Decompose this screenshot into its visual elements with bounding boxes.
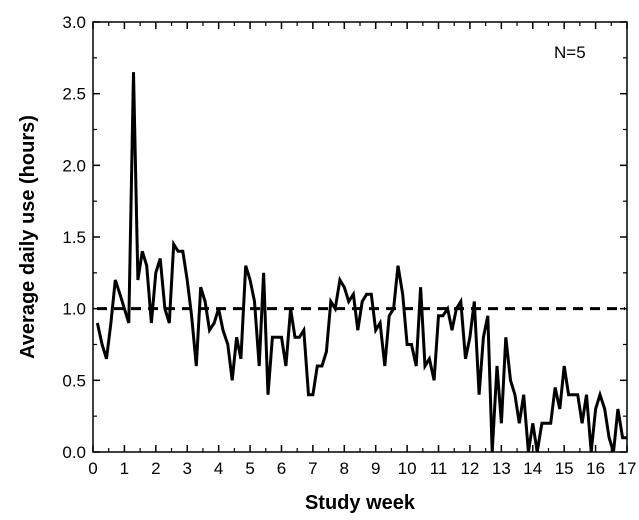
x-tick-label: 15 — [555, 459, 574, 478]
y-tick-label: 3.0 — [62, 13, 86, 32]
x-tick-label: 11 — [430, 459, 448, 478]
x-tick-label: 0 — [88, 459, 97, 478]
sample-size-annotation: N=5 — [554, 43, 586, 62]
x-tick-label: 7 — [308, 459, 317, 478]
x-tick-label: 9 — [371, 459, 380, 478]
y-tick-label: 2.5 — [62, 85, 86, 104]
y-tick-label: 2.0 — [62, 156, 86, 175]
plot-frame — [92, 21, 628, 453]
x-tick-label: 4 — [214, 459, 223, 478]
x-tick-label: 12 — [460, 459, 479, 478]
series-line — [95, 72, 627, 453]
x-tick-label: 1 — [120, 459, 129, 478]
x-axis-title: Study week — [305, 492, 416, 514]
x-tick-label: 13 — [492, 459, 511, 478]
y-tick-label: 1.0 — [62, 300, 86, 319]
y-axis-title: Average daily use (hours) — [17, 115, 39, 359]
x-tick-label: 14 — [523, 459, 542, 478]
x-tick-label: 5 — [245, 459, 254, 478]
y-tick-label: 1.5 — [62, 228, 86, 247]
tick-labels: 0 1 2 3 4 5 6 7 8 9 10 11 12 13 14 15 16 170.00.51.01.52.… — [62, 13, 636, 478]
x-tick-label: 8 — [340, 459, 349, 478]
y-tick-label: 0.5 — [62, 371, 86, 390]
x-tick-label: 16 — [586, 459, 605, 478]
x-tick-label: 10 — [398, 459, 417, 478]
x-tick-label: 17 — [618, 459, 637, 478]
x-tick-label: 2 — [151, 459, 160, 478]
x-tick-label: 6 — [277, 459, 286, 478]
x-tick-label: 3 — [183, 459, 192, 478]
y-tick-label: 0.0 — [62, 443, 86, 462]
